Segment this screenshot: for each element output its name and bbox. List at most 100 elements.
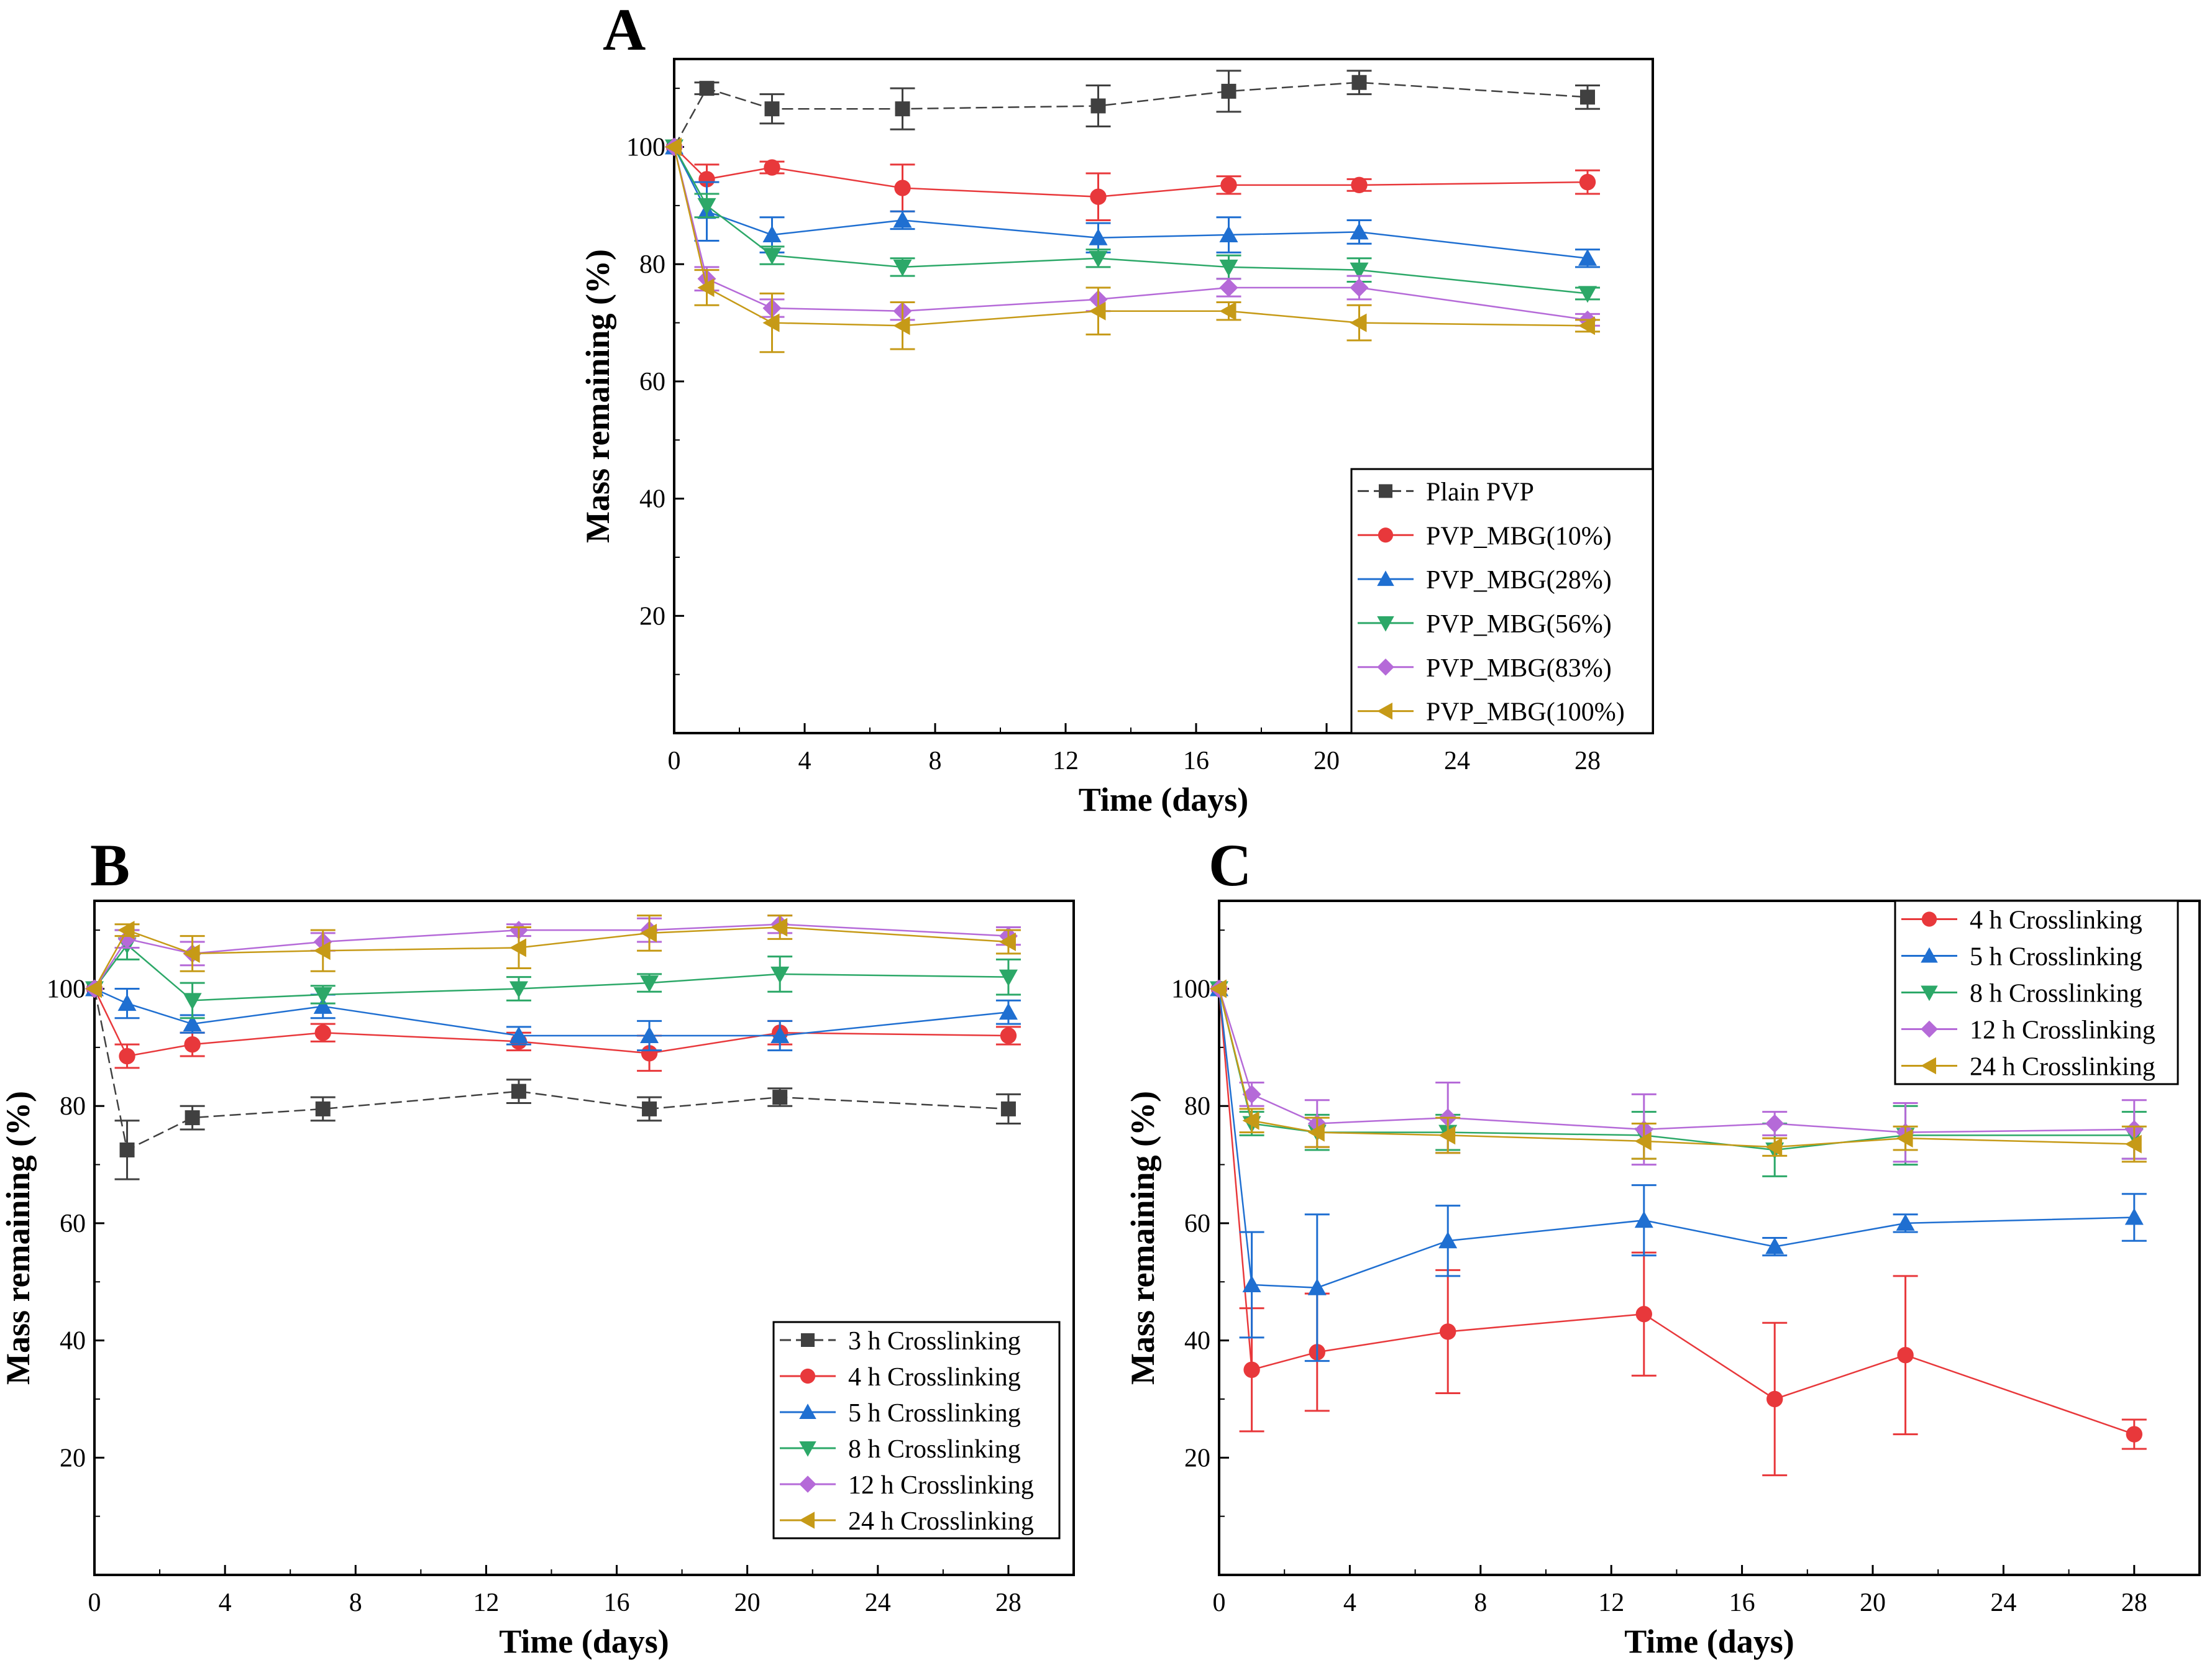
data-point	[1219, 259, 1238, 276]
x-tick-label: 16	[1729, 1589, 1755, 1617]
y-tick-label: 20	[639, 602, 665, 631]
y-tick-label: 100	[1171, 975, 1210, 1004]
y-tick-label: 60	[639, 368, 665, 396]
legend-swatch-marker	[799, 1476, 816, 1493]
legend-swatch-marker	[799, 1512, 815, 1529]
data-point	[762, 248, 782, 265]
x-tick-label: 20	[1860, 1589, 1886, 1617]
series-line	[93, 943, 1008, 1001]
data-point	[1089, 228, 1108, 245]
y-axis-title: Mass remaining (%)	[1124, 1091, 1161, 1385]
y-axis-title: Mass remaining (%)	[0, 1091, 37, 1385]
x-tick-label: 4	[1343, 1589, 1356, 1617]
x-tick-label: 12	[473, 1589, 499, 1617]
legend-label: 8 h Crosslinking	[848, 1435, 1021, 1464]
legend-swatch-marker	[800, 1368, 816, 1384]
data-point	[1350, 222, 1369, 240]
data-point	[183, 944, 200, 963]
data-point	[119, 1142, 135, 1157]
data-point	[184, 1036, 201, 1053]
legend: 4 h Crosslinking 5 h Crosslinking 8 h Cros…	[1894, 900, 2179, 1085]
data-point	[1634, 1211, 1653, 1228]
panel-c: C 0 4 8 12 16 20 24 28 20 40 60 80 100 Time (days) Mass…	[1124, 832, 2201, 1660]
series-line	[673, 147, 1588, 321]
legend-label: PVP_MBG(28%)	[1426, 566, 1612, 595]
y-tick-label: 60	[1184, 1210, 1210, 1238]
data-point	[893, 316, 910, 335]
legend-swatch-marker	[801, 1333, 815, 1347]
data-point	[1438, 1231, 1458, 1249]
data-point	[313, 987, 332, 1004]
y-axis-title: Mass remaining (%)	[579, 249, 616, 543]
data-point	[894, 180, 911, 196]
x-tick-label: 12	[1053, 747, 1079, 775]
data-point	[1351, 75, 1367, 90]
legend-label: 3 h Crosslinking	[848, 1327, 1021, 1356]
legend-label: 5 h Crosslinking	[1970, 943, 2142, 972]
data-point	[697, 198, 716, 215]
data-point	[1350, 278, 1369, 297]
legend-label: PVP_MBG(100%)	[1426, 698, 1625, 727]
x-tick-label: 24	[865, 1589, 891, 1617]
data-point	[1089, 250, 1108, 268]
data-point	[509, 981, 528, 998]
data-point	[315, 1101, 331, 1116]
x-tick-label: 16	[604, 1589, 630, 1617]
data-point	[893, 259, 912, 276]
legend-label: 12 h Crosslinking	[1970, 1016, 2155, 1045]
x-tick-label: 8	[929, 747, 942, 775]
data-point	[1765, 1114, 1785, 1133]
data-point	[1220, 176, 1237, 194]
data-point	[893, 211, 912, 228]
series-24-h-crosslinking	[85, 915, 1021, 998]
legend-label: PVP_MBG(10%)	[1426, 522, 1612, 550]
x-axis-title: Time (days)	[1079, 781, 1249, 818]
legend-label: PVP_MBG(83%)	[1426, 654, 1612, 683]
panel-letter: A	[603, 0, 646, 63]
data-point	[1579, 173, 1596, 191]
data-point	[772, 1090, 788, 1105]
panel-letter: B	[90, 832, 130, 898]
data-point	[762, 313, 780, 332]
legend-swatch-marker	[1921, 1057, 1936, 1075]
data-point	[1350, 313, 1367, 332]
data-point	[641, 1045, 658, 1062]
data-point	[314, 1024, 331, 1041]
data-point	[770, 918, 788, 937]
data-point	[1897, 1346, 1914, 1364]
legend-swatch-marker	[1377, 702, 1392, 720]
legend-swatch-marker	[1379, 484, 1392, 498]
panel-a: A 0 4 8 12 16 20 24 28 20 40 60 80 100 Time (days) Mass…	[579, 0, 1654, 818]
data-point	[770, 966, 790, 983]
data-point	[2124, 1134, 2142, 1154]
data-point	[764, 101, 780, 117]
series-plain-pvp	[667, 70, 1600, 155]
data-point	[2124, 1208, 2144, 1225]
data-point	[1580, 89, 1595, 105]
legend: Plain PVP PVP_MBG(10%) PVP_MBG(28%) PVP_MBG…	[1350, 468, 1654, 734]
x-tick-label: 8	[1474, 1589, 1487, 1617]
legend-label: 24 h Crosslinking	[1970, 1053, 2155, 1082]
data-point	[640, 923, 657, 942]
data-point	[762, 226, 782, 243]
data-point	[117, 921, 135, 940]
y-tick-label: 100	[626, 134, 665, 162]
series-line	[1218, 988, 2134, 1133]
data-point	[185, 1110, 200, 1126]
series-line	[1218, 988, 2134, 1289]
legend-swatch-marker	[1921, 1020, 1938, 1038]
x-tick-label: 0	[668, 747, 681, 775]
series-line	[1218, 988, 2134, 1151]
series-pvp-mbg-56-	[665, 139, 1600, 303]
legend-label: PVP_MBG(56%)	[1426, 610, 1612, 639]
y-tick-label: 80	[1184, 1092, 1210, 1121]
series-line	[93, 923, 1008, 990]
data-point	[1243, 1361, 1260, 1378]
data-point	[511, 1083, 526, 1099]
data-point	[697, 278, 715, 297]
legend-swatch-marker	[1377, 659, 1394, 676]
x-tick-label: 28	[1574, 747, 1601, 775]
data-point	[1578, 249, 1597, 266]
